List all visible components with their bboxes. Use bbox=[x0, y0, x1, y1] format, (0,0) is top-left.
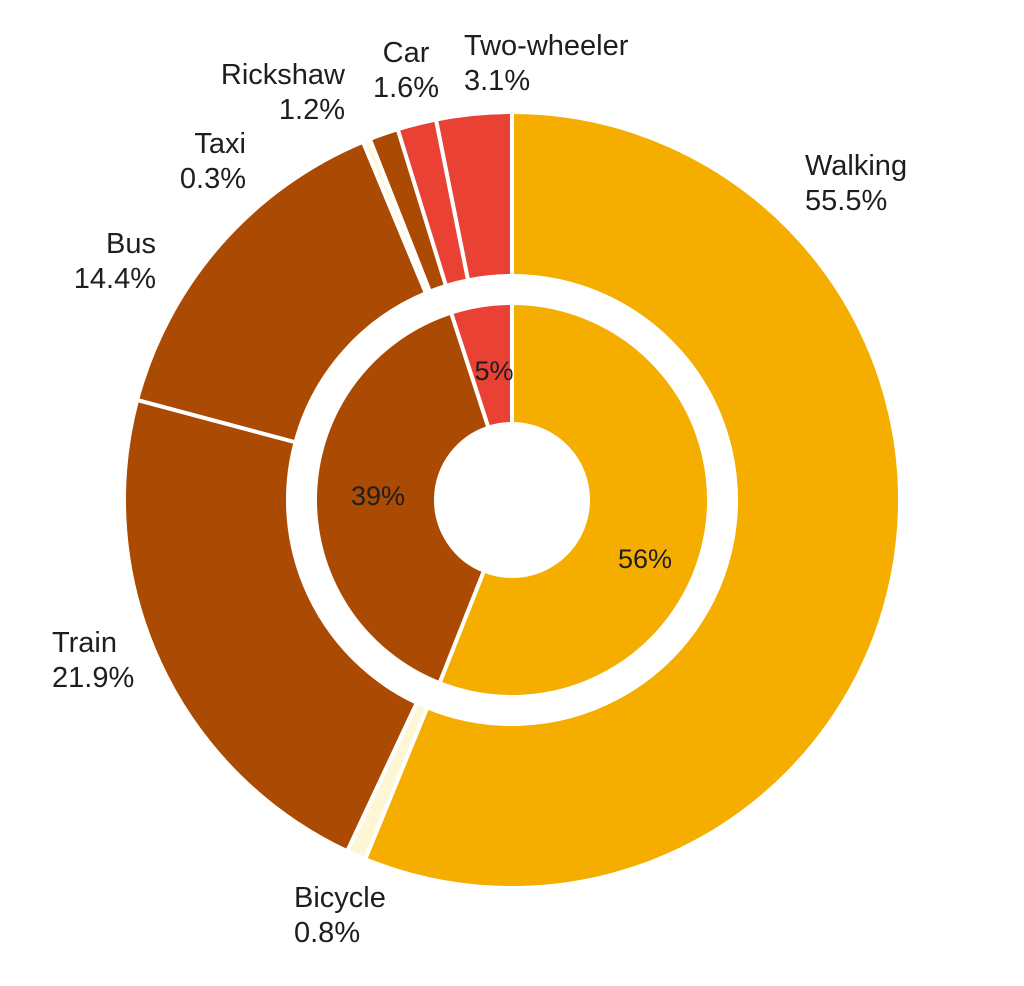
inner-slice-2 bbox=[449, 301, 514, 430]
outer-label-taxi: Taxi 0.3% bbox=[180, 128, 246, 195]
outer-label-walking: Walking 55.5% bbox=[805, 150, 907, 217]
outer-label-name: Taxi bbox=[194, 128, 246, 160]
outer-label-value: 1.6% bbox=[373, 72, 439, 104]
outer-label-value: 0.8% bbox=[294, 917, 360, 949]
outer-label-value: 21.9% bbox=[52, 662, 134, 694]
outer-label-rickshaw: Rickshaw 1.2% bbox=[221, 59, 346, 126]
outer-label-name: Bicycle bbox=[294, 882, 386, 914]
outer-label-value: 1.2% bbox=[279, 94, 345, 126]
outer-slice-two-wheeler bbox=[434, 110, 514, 283]
outer-label-name: Train bbox=[52, 627, 117, 659]
outer-label-train: Train 21.9% bbox=[52, 627, 134, 694]
inner-ring bbox=[313, 301, 711, 699]
outer-label-bicycle: Bicycle 0.8% bbox=[294, 882, 386, 949]
outer-label-name: Bus bbox=[106, 228, 156, 260]
inner-slice-0 bbox=[437, 301, 711, 699]
outer-label-value: 3.1% bbox=[464, 65, 530, 97]
inner-label-2: 5% bbox=[474, 356, 513, 386]
outer-label-name: Two-wheeler bbox=[464, 30, 629, 62]
outer-label-name: Rickshaw bbox=[221, 59, 346, 91]
outer-slice-bus bbox=[135, 139, 428, 445]
outer-label-name: Walking bbox=[805, 150, 907, 182]
outer-label-value: 0.3% bbox=[180, 163, 246, 195]
inner-label-0: 56% bbox=[618, 544, 672, 574]
outer-label-value: 55.5% bbox=[805, 185, 887, 217]
outer-slice-train bbox=[122, 397, 419, 854]
outer-ring bbox=[122, 110, 902, 890]
outer-label-bus: Bus 14.4% bbox=[74, 228, 156, 295]
outer-label-car: Car 1.6% bbox=[373, 37, 439, 104]
outer-label-value: 14.4% bbox=[74, 263, 156, 295]
slice-labels: Walking 55.5% Bicycle 0.8% Train 21.9% Bus 14.4… bbox=[52, 30, 907, 949]
inner-slice-1 bbox=[313, 310, 491, 686]
outer-label-name: Car bbox=[383, 37, 430, 69]
inner-label-1: 39% bbox=[351, 481, 405, 511]
outer-slice-walking bbox=[363, 110, 902, 890]
outer-label-two-wheeler: Two-wheeler 3.1% bbox=[464, 30, 629, 97]
